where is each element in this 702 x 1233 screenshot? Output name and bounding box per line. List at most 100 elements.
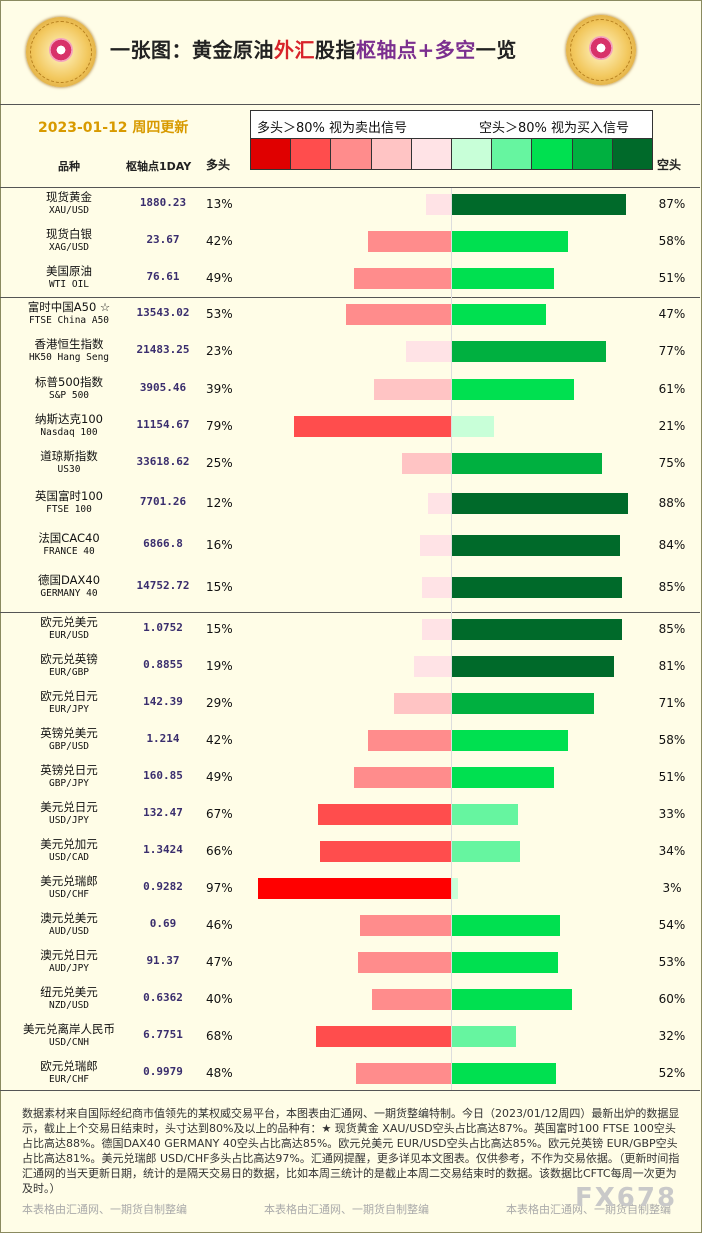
short-percent: 81% bbox=[658, 659, 686, 673]
pivot-value: 1.3424 bbox=[143, 843, 183, 856]
instrument-code: NZD/USD bbox=[48, 1000, 90, 1011]
instrument-code: AUD/USD bbox=[48, 926, 90, 937]
short-percent: 58% bbox=[658, 234, 686, 248]
header-short: 空头 bbox=[657, 158, 682, 172]
instrument-name: 美国原油 bbox=[46, 264, 92, 278]
long-percent: 46% bbox=[206, 918, 233, 932]
long-percent: 66% bbox=[206, 844, 233, 858]
instrument-code: EUR/CHF bbox=[48, 1074, 90, 1085]
pivot-value: 0.9979 bbox=[143, 1065, 183, 1078]
row-name: 澳元兑美元 AUD/USD bbox=[8, 911, 130, 939]
row-name: 欧元兑英镑 EUR/GBP bbox=[8, 652, 130, 680]
short-bar bbox=[452, 952, 558, 973]
legend-swatch-3 bbox=[371, 139, 412, 169]
short-bar bbox=[452, 841, 520, 862]
group-divider bbox=[0, 297, 700, 298]
long-bar bbox=[406, 341, 452, 362]
instrument-code: EUR/JPY bbox=[48, 704, 90, 715]
row-name: 欧元兑瑞郎 EUR/CHF bbox=[8, 1059, 130, 1087]
long-percent: 42% bbox=[206, 733, 233, 747]
long-percent: 67% bbox=[206, 807, 233, 821]
long-percent: 19% bbox=[206, 659, 233, 673]
instrument-code: Nasdaq 100 bbox=[40, 427, 98, 438]
pivot-value: 6866.8 bbox=[143, 537, 183, 550]
long-percent: 53% bbox=[206, 307, 233, 321]
short-bar bbox=[452, 989, 572, 1010]
instrument-name: 现货黄金 bbox=[46, 190, 92, 204]
pivot-value: 76.61 bbox=[146, 270, 180, 283]
long-bar bbox=[346, 304, 452, 325]
pivot-value: 21483.25 bbox=[136, 343, 190, 356]
long-bar bbox=[368, 730, 452, 751]
long-percent: 97% bbox=[206, 881, 233, 895]
row-name: 道琼斯指数 US30 bbox=[8, 449, 130, 477]
row-name: 欧元兑日元 EUR/JPY bbox=[8, 689, 130, 717]
instrument-code: USD/CAD bbox=[48, 852, 90, 863]
instrument-name: 英镑兑美元 bbox=[40, 726, 98, 740]
row-name: 纽元兑美元 NZD/USD bbox=[8, 985, 130, 1013]
long-percent: 15% bbox=[206, 580, 233, 594]
instrument-code: FTSE China A50 bbox=[28, 315, 110, 326]
instrument-name: 德国DAX40 bbox=[37, 573, 101, 587]
instrument-code: FTSE 100 bbox=[46, 504, 92, 515]
logo-left bbox=[26, 17, 96, 87]
row-name: 英国富时100 FTSE 100 bbox=[8, 489, 130, 517]
instrument-name: 香港恒生指数 bbox=[34, 337, 104, 351]
instrument-code: US30 bbox=[57, 464, 81, 475]
row-name: 美元兑瑞郎 USD/CHF bbox=[8, 874, 130, 902]
pivot-value: 23.67 bbox=[146, 233, 180, 246]
pivot-value: 6.7751 bbox=[143, 1028, 183, 1041]
chart-bottom-line bbox=[0, 1090, 700, 1091]
long-bar bbox=[360, 915, 452, 936]
short-bar bbox=[452, 915, 560, 936]
short-bar bbox=[452, 804, 518, 825]
instrument-code: USD/CHF bbox=[48, 889, 90, 900]
long-bar bbox=[358, 952, 452, 973]
short-percent: 53% bbox=[658, 955, 686, 969]
short-percent: 85% bbox=[658, 622, 686, 636]
row-name: 现货白银 XAG/USD bbox=[8, 227, 130, 255]
header-pivot: 枢轴点1DAY bbox=[126, 160, 192, 173]
instrument-name: 美元兑瑞郎 bbox=[40, 874, 98, 888]
row-name: 纳斯达克100 Nasdaq 100 bbox=[8, 412, 130, 440]
instrument-code: WTI OIL bbox=[48, 279, 90, 290]
long-bar bbox=[422, 577, 452, 598]
pivot-value: 14752.72 bbox=[136, 579, 190, 592]
pivot-value: 0.8855 bbox=[143, 658, 183, 671]
legend-swatch-7 bbox=[532, 139, 573, 169]
row-name: 现货黄金 XAU/USD bbox=[8, 190, 130, 218]
pivot-value: 33618.62 bbox=[136, 455, 190, 468]
instrument-code: USD/CNH bbox=[48, 1037, 90, 1048]
instrument-name: 美元兑离岸人民币 bbox=[23, 1022, 115, 1036]
long-percent: 49% bbox=[206, 770, 233, 784]
pivot-value: 0.9282 bbox=[143, 880, 183, 893]
short-percent: 54% bbox=[658, 918, 686, 932]
short-bar bbox=[452, 304, 546, 325]
short-bar bbox=[452, 577, 622, 598]
instrument-name: 欧元兑瑞郎 bbox=[40, 1059, 98, 1073]
short-percent: 33% bbox=[658, 807, 686, 821]
header-divider bbox=[0, 104, 700, 105]
short-percent: 3% bbox=[662, 881, 682, 895]
instrument-name: 道琼斯指数 bbox=[40, 449, 98, 463]
long-bar bbox=[258, 878, 452, 899]
instrument-name: 纳斯达克100 bbox=[35, 412, 103, 426]
long-bar bbox=[422, 619, 452, 640]
instrument-name: 欧元兑美元 bbox=[40, 615, 98, 629]
instrument-name: 澳元兑美元 bbox=[40, 911, 98, 925]
short-bar bbox=[452, 535, 620, 556]
long-bar bbox=[374, 379, 452, 400]
row-name: 英镑兑日元 GBP/JPY bbox=[8, 763, 130, 791]
short-percent: 84% bbox=[658, 538, 686, 552]
long-bar bbox=[420, 535, 452, 556]
row-name: 富时中国A50 ☆ FTSE China A50 bbox=[8, 300, 130, 328]
short-percent: 71% bbox=[658, 696, 686, 710]
header-long: 多头 bbox=[206, 158, 231, 172]
long-bar bbox=[372, 989, 452, 1010]
row-name: 美国原油 WTI OIL bbox=[8, 264, 130, 292]
legend-swatch-8 bbox=[572, 139, 613, 169]
short-percent: 60% bbox=[658, 992, 686, 1006]
short-bar bbox=[452, 493, 628, 514]
long-bar bbox=[428, 493, 452, 514]
instrument-code: S&P 500 bbox=[48, 390, 90, 401]
